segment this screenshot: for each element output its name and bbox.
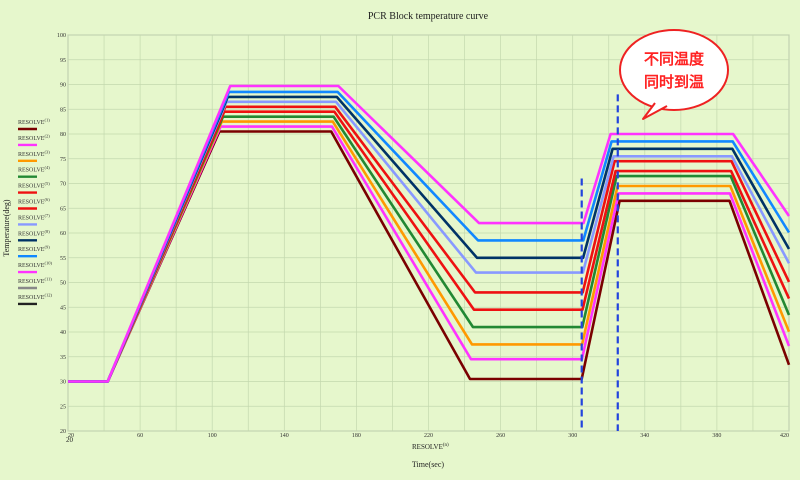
y-tick-label: 40	[60, 330, 66, 336]
series-line	[68, 84, 791, 383]
y-tick-label: 55	[60, 256, 66, 262]
y-tick-label: 25	[60, 404, 66, 410]
callout-bubble	[619, 29, 729, 111]
y-tick-label: 30	[60, 380, 66, 386]
x-tick-label: 60	[137, 433, 143, 439]
legend-label-sup: (4)	[44, 165, 50, 170]
legend-label-sup: (12)	[44, 292, 52, 297]
legend-label-sup: (10)	[44, 261, 52, 266]
x-tick-label: 340	[640, 433, 649, 439]
x-axis-label: Time(sec)	[412, 460, 444, 469]
legend-label: RESOLVE(7)	[18, 213, 50, 222]
y-tick-label: 90	[60, 83, 66, 89]
callout-tail	[642, 102, 668, 120]
y-axis-label: Temperature(deg)	[2, 199, 11, 257]
x-axis-unit-label: RESOLVE(n)	[412, 443, 449, 451]
x-tick-label: 220	[424, 433, 433, 439]
legend-label-sup: (3)	[44, 149, 50, 154]
legend-label-name: RESOLVE	[18, 279, 45, 285]
y-tick-label: 100	[57, 33, 66, 39]
y-tick-label: 45	[60, 305, 66, 311]
x-tick-label: 300	[568, 433, 577, 439]
legend-label: RESOLVE(9)	[18, 245, 50, 254]
legend-layer: RESOLVE(1)RESOLVE(2)RESOLVE(3)RESOLVE(4)…	[18, 118, 52, 306]
legend-label-name: RESOLVE	[18, 231, 45, 237]
legend-label-name: RESOLVE	[18, 136, 45, 142]
x-tick-label: 180	[352, 433, 361, 439]
legend-label-sup: (9)	[44, 245, 50, 250]
legend-label-name: RESOLVE	[18, 215, 45, 221]
y-tick-label: 35	[60, 355, 66, 361]
legend-label: RESOLVE(1)	[18, 118, 50, 127]
y-tick-label: 70	[60, 182, 66, 188]
y-tick-label: 95	[60, 58, 66, 64]
y-tick-label: 80	[60, 132, 66, 138]
legend-label: RESOLVE(4)	[18, 165, 50, 174]
callout-text-line-1: 不同温度	[644, 50, 705, 68]
legend-label: RESOLVE(11)	[18, 277, 52, 286]
series-layer	[68, 84, 791, 383]
legend-label: RESOLVE(5)	[18, 181, 50, 190]
legend-label-sup: (8)	[44, 229, 50, 234]
legend-label-sup: (11)	[44, 277, 52, 282]
legend-label-sup: (2)	[44, 133, 50, 138]
legend-label: RESOLVE(10)	[18, 261, 52, 270]
legend-label-name: RESOLVE	[18, 168, 45, 174]
x-tick-label: 100	[208, 433, 217, 439]
legend-label-name: RESOLVE	[18, 263, 45, 269]
legend-label: RESOLVE(8)	[18, 229, 50, 238]
chart-title: PCR Block temperature curve	[368, 11, 489, 22]
y-tick-label: 50	[60, 281, 66, 287]
legend-label: RESOLVE(12)	[18, 292, 52, 301]
legend-label-sup: (1)	[44, 118, 50, 123]
legend-label: RESOLVE(3)	[18, 149, 50, 158]
legend-label-name: RESOLVE	[18, 200, 45, 206]
legend-label-name: RESOLVE	[18, 152, 45, 158]
axis-layer: 20 60 100 140 180 220 260 300 340 380 420 20 25 30 35 4…	[57, 33, 789, 439]
callout-text-line-2: 同时到温	[644, 73, 704, 91]
x-axis-unit-name: RESOLVE	[412, 443, 443, 451]
marker-layer	[580, 94, 619, 431]
y-tick-label: 75	[60, 157, 66, 163]
y-tick-label: 65	[60, 206, 66, 212]
y-tick-label: 60	[60, 231, 66, 237]
legend-label-name: RESOLVE	[18, 247, 45, 253]
legend-label: RESOLVE(2)	[18, 133, 50, 142]
legend-label: RESOLVE(6)	[18, 197, 50, 206]
x-tick-label: 380	[712, 433, 721, 439]
legend-label-name: RESOLVE	[18, 295, 45, 301]
legend-label-sup: (7)	[44, 213, 50, 218]
x-tick-label: 260	[496, 433, 505, 439]
legend-label-name: RESOLVE	[18, 184, 45, 190]
y-tick-label: 20	[60, 429, 66, 435]
legend-label-name: RESOLVE	[18, 120, 45, 126]
x-axis-extra-label: 20	[66, 436, 74, 444]
y-tick-label: 85	[60, 107, 66, 113]
x-axis-unit-sup: (n)	[443, 443, 449, 448]
legend-label-sup: (6)	[44, 197, 50, 202]
x-tick-label: 20	[68, 433, 74, 439]
x-tick-label: 420	[780, 433, 789, 439]
legend-label-sup: (5)	[44, 181, 50, 186]
x-tick-label: 140	[280, 433, 289, 439]
